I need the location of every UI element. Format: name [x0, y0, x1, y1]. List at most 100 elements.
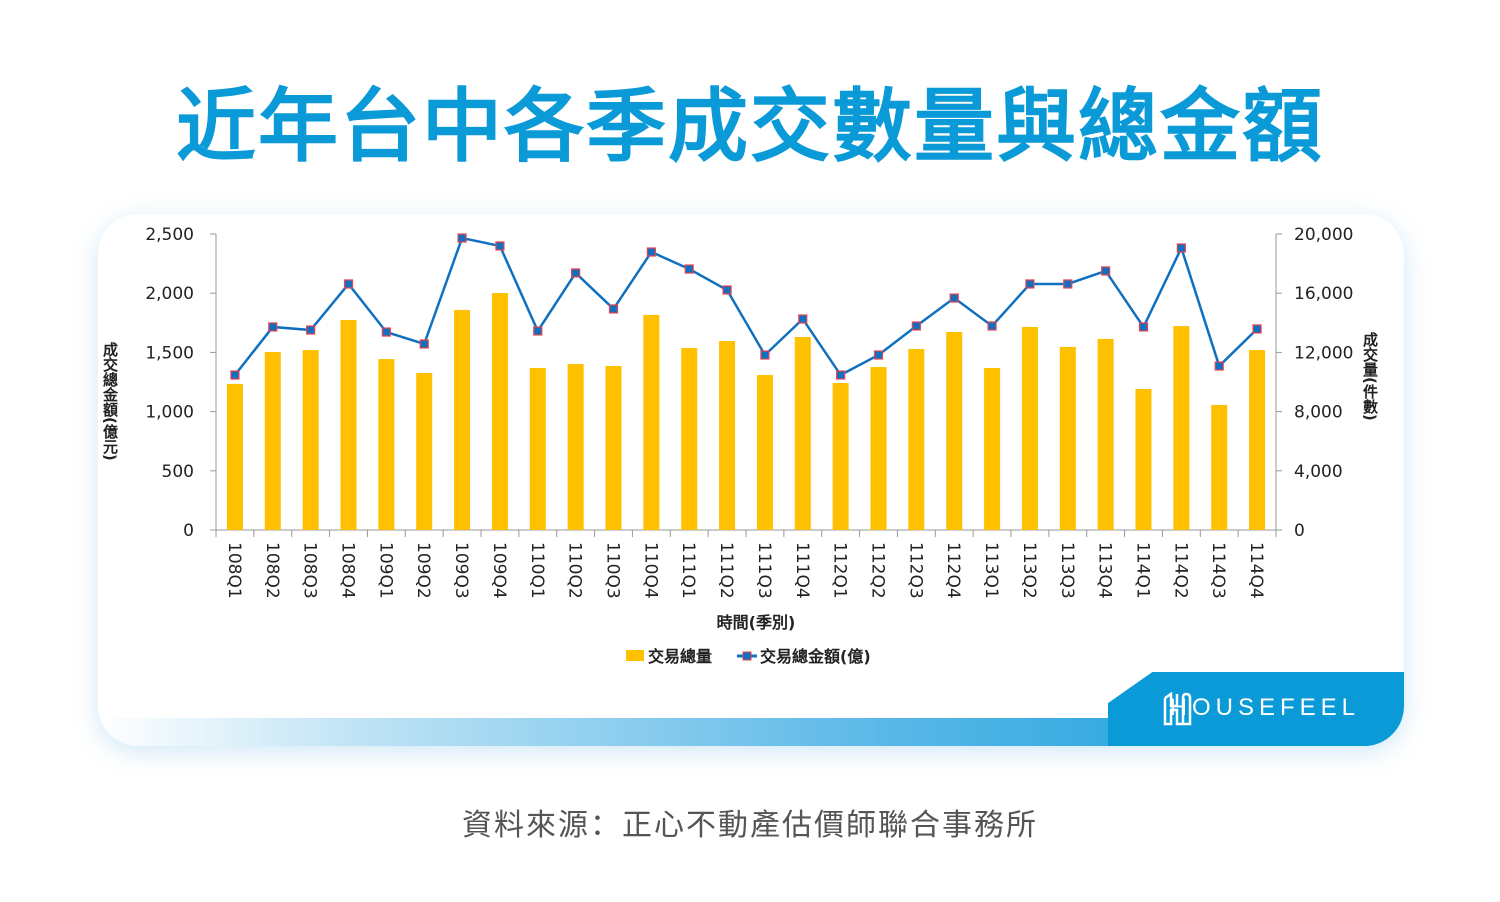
line-marker — [419, 339, 429, 349]
x-tick-label: 108Q1 — [224, 542, 244, 599]
line-marker — [1252, 324, 1262, 334]
x-tick-label: 111Q3 — [754, 542, 774, 599]
x-tick-label: 109Q4 — [489, 542, 509, 599]
line-marker — [306, 325, 316, 335]
line-marker — [911, 321, 921, 331]
bar — [1135, 388, 1152, 530]
bar — [681, 347, 698, 530]
x-tick-label: 112Q2 — [868, 542, 888, 599]
bar — [794, 337, 811, 530]
y-left-tick-label: 2,000 — [145, 284, 194, 304]
x-tick-label: 112Q3 — [905, 542, 925, 599]
line-marker — [571, 268, 581, 278]
line-marker — [1176, 243, 1186, 253]
line-marker — [1025, 279, 1035, 289]
bar — [454, 309, 471, 530]
bar — [643, 314, 660, 530]
y-left-tick-label: 1,500 — [145, 343, 194, 363]
legend-bar-label: 交易總量 — [648, 647, 712, 666]
x-tick-label: 110Q2 — [565, 542, 585, 599]
x-tick-label: 108Q2 — [262, 542, 282, 599]
x-tick-label: 113Q3 — [1057, 542, 1077, 599]
x-tick-label: 111Q1 — [678, 542, 698, 599]
amount-line — [233, 236, 1258, 377]
x-tick-label: 108Q3 — [300, 542, 320, 599]
line-marker — [1214, 361, 1224, 371]
y-left-tick-label: 0 — [183, 521, 194, 541]
x-tick-label: 113Q2 — [1019, 542, 1039, 599]
line-marker — [684, 264, 694, 274]
line-marker — [381, 327, 391, 337]
bar — [340, 319, 357, 530]
x-tick-label: 113Q1 — [981, 542, 1001, 599]
housefeel-logo-icon — [1163, 691, 1192, 726]
bar — [984, 367, 1001, 530]
line-marker — [798, 314, 808, 324]
bar — [870, 367, 887, 530]
y-right-tick-label: 16,000 — [1294, 284, 1353, 304]
line-marker — [268, 322, 278, 332]
bar — [832, 383, 849, 530]
logo-tab — [1108, 672, 1404, 746]
bar — [756, 375, 773, 530]
chart: 0 500 1,000 1,500 2,000 2,500 0 4,000 8,000 12,00… — [101, 225, 1379, 666]
line-marker — [646, 247, 656, 257]
legend-bar-swatch — [626, 650, 644, 661]
line-marker — [1101, 266, 1111, 276]
x-tick-label: 112Q1 — [830, 542, 850, 599]
bar — [226, 383, 243, 530]
x-tick-label: 114Q1 — [1133, 542, 1153, 599]
line-marker — [722, 285, 732, 295]
y-axis-left-title: 成交總金額(億元) — [101, 341, 119, 461]
line-marker — [533, 326, 543, 336]
x-tick-label: 113Q4 — [1095, 542, 1115, 599]
line-marker — [760, 350, 770, 360]
x-tick-label: 110Q3 — [603, 542, 623, 599]
page-title: 近年台中各季成交數量與總金額 — [176, 80, 1324, 173]
y-axis-right-title: 成交量(件數) — [1361, 331, 1379, 421]
bar — [1173, 326, 1190, 530]
bar — [605, 366, 622, 530]
legend-line-label: 交易總金額(億) — [760, 647, 871, 666]
line-marker — [987, 321, 997, 331]
x-tick-label: 109Q2 — [413, 542, 433, 599]
y-right-tick-label: 8,000 — [1294, 403, 1343, 423]
y-left-tick-label: 500 — [162, 462, 194, 482]
bar — [908, 348, 925, 530]
x-tick-label: 109Q3 — [451, 542, 471, 599]
bar — [1021, 326, 1038, 530]
line-marker — [343, 279, 354, 289]
y-left-tick-label: 2,500 — [145, 225, 194, 245]
bar — [1211, 404, 1228, 530]
bar — [529, 367, 546, 530]
legend-line-marker — [742, 651, 752, 661]
x-tick-label: 112Q4 — [943, 542, 963, 599]
x-tick-label: 109Q1 — [375, 542, 395, 599]
x-tick-label: 111Q4 — [792, 542, 812, 599]
line-marker — [230, 370, 240, 380]
y-right-tick-label: 12,000 — [1294, 343, 1353, 363]
logo-text: HOUSEFEEL — [1169, 694, 1360, 721]
x-tick-label: 114Q2 — [1170, 542, 1190, 599]
bar — [264, 351, 281, 530]
x-tick-label: 108Q4 — [338, 542, 358, 599]
y-right-tick-label: 0 — [1294, 521, 1305, 541]
y-right-tick-label: 4,000 — [1294, 462, 1343, 482]
x-tick-label: 110Q4 — [640, 542, 660, 599]
bar — [1097, 338, 1114, 530]
bar — [1059, 346, 1076, 530]
x-tick-label: 114Q3 — [1208, 542, 1228, 599]
x-tick-label: 114Q4 — [1246, 542, 1266, 599]
x-tick-label: 110Q1 — [527, 542, 547, 599]
bar — [416, 372, 433, 530]
line-marker — [949, 293, 959, 303]
x-tick-label: 111Q2 — [716, 542, 736, 599]
legend: 交易總量 交易總金額(億) — [626, 647, 871, 666]
source-note: 資料來源：正心不動產估價師聯合事務所 — [462, 808, 1038, 843]
bar — [302, 350, 319, 530]
line-marker — [873, 350, 884, 360]
y-right-tick-label: 20,000 — [1294, 225, 1353, 245]
line-marker — [1063, 279, 1073, 289]
y-left-tick-label: 1,000 — [145, 403, 194, 423]
line-marker — [608, 304, 619, 314]
